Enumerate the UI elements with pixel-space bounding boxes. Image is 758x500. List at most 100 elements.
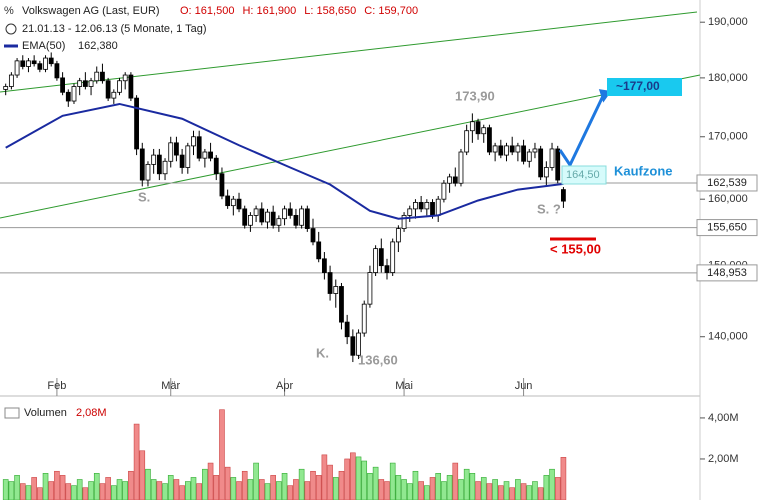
candle-body	[498, 145, 504, 156]
candle-body	[191, 136, 196, 147]
candle-body	[31, 60, 37, 65]
candle-body	[384, 265, 390, 273]
candle-body	[487, 127, 492, 153]
volume-bar	[429, 477, 436, 500]
candle-body	[481, 127, 487, 135]
level-box	[696, 174, 758, 192]
volume-bar	[185, 481, 191, 500]
candle-body	[378, 248, 384, 267]
volume-bar	[54, 470, 60, 500]
volume-bar	[503, 481, 510, 500]
ema-line	[5, 102, 564, 220]
forecast-arrow	[558, 95, 605, 169]
trend-line-upper	[0, 11, 698, 93]
annotation: ~177,00	[616, 79, 660, 93]
candle-body	[413, 202, 418, 210]
volume-bar	[435, 473, 442, 500]
volume-bar	[418, 481, 424, 500]
volume-bar	[554, 477, 561, 500]
volume-bar	[412, 470, 419, 500]
candle-body	[395, 228, 401, 243]
candle-body	[122, 74, 128, 82]
volume-bar	[253, 462, 259, 500]
candle-body	[390, 241, 396, 273]
volume-bar	[65, 483, 72, 500]
candle-body	[60, 77, 66, 93]
candle-body	[230, 198, 236, 207]
candle-body	[134, 97, 139, 150]
x-tick-label: Mai	[395, 380, 413, 392]
volume-bar	[401, 479, 407, 500]
volume-bar	[258, 479, 265, 500]
volume-bar	[2, 479, 9, 500]
candle-body	[407, 208, 413, 216]
volume-bar	[492, 479, 498, 500]
volume-bar	[230, 477, 237, 500]
volume-bar	[241, 470, 248, 500]
volume-bar	[133, 423, 140, 500]
ema-legend: EMA(50)	[22, 40, 65, 52]
candle-body	[333, 286, 339, 294]
volume-tick-label: 4,00M	[708, 412, 739, 424]
volume-bar	[116, 479, 123, 500]
candle-body	[555, 148, 561, 181]
volume-bar	[486, 483, 493, 500]
volume-bar	[202, 468, 208, 500]
candle-body	[225, 195, 231, 207]
candle-body	[367, 272, 373, 305]
candle-body	[515, 145, 521, 153]
candle-body	[549, 148, 555, 168]
volume-bar	[281, 473, 288, 500]
icon: %	[4, 5, 14, 17]
candle-body	[20, 60, 26, 67]
candle-body	[532, 148, 538, 153]
volume-bar	[452, 462, 459, 500]
volume-bar	[293, 479, 299, 500]
candle-body	[504, 145, 509, 156]
candle-body	[464, 130, 470, 153]
candle-body	[356, 332, 361, 356]
volume-bar	[389, 462, 396, 500]
candle-body	[270, 211, 276, 226]
volume-bar	[213, 475, 220, 500]
volume-bar	[395, 475, 402, 500]
volume-bar	[105, 477, 111, 500]
volume-bar	[31, 477, 37, 500]
candle-body	[424, 202, 430, 210]
volume-bar	[378, 479, 385, 500]
candle-body	[316, 241, 322, 260]
volume-bar	[367, 473, 373, 500]
level-label: 148,953	[707, 267, 747, 279]
zone-box	[561, 165, 607, 185]
volume-bar	[276, 481, 282, 500]
volume-bar	[350, 452, 356, 500]
candle-body	[521, 145, 526, 162]
candle-body	[435, 198, 441, 216]
volume-bar	[19, 483, 26, 500]
volume-bar	[355, 456, 362, 500]
volume-bar	[224, 466, 231, 500]
candle-body	[287, 208, 293, 216]
candle-body	[14, 60, 20, 76]
y-tick-label: 160,000	[708, 193, 748, 205]
level-label: 155,650	[707, 221, 747, 233]
trend-line-lower	[0, 74, 701, 219]
volume-bar	[520, 483, 527, 500]
candle-body	[77, 80, 83, 87]
volume-bar	[509, 487, 515, 500]
x-tick-label: Feb	[47, 380, 66, 392]
y-tick-label: 140,000	[708, 331, 748, 343]
ema-last: 162,380	[78, 40, 118, 52]
volume-bar	[76, 479, 83, 500]
clock-icon	[5, 23, 17, 35]
candle-body	[310, 228, 316, 243]
candle-body	[339, 286, 344, 323]
candle-body	[361, 303, 367, 334]
volume-bar	[139, 450, 146, 500]
candle-body	[26, 60, 31, 67]
volume-bar	[532, 481, 538, 500]
candle-body	[458, 151, 464, 184]
candle-body	[139, 148, 145, 181]
candle-body	[37, 63, 43, 70]
candle-body	[526, 151, 532, 162]
